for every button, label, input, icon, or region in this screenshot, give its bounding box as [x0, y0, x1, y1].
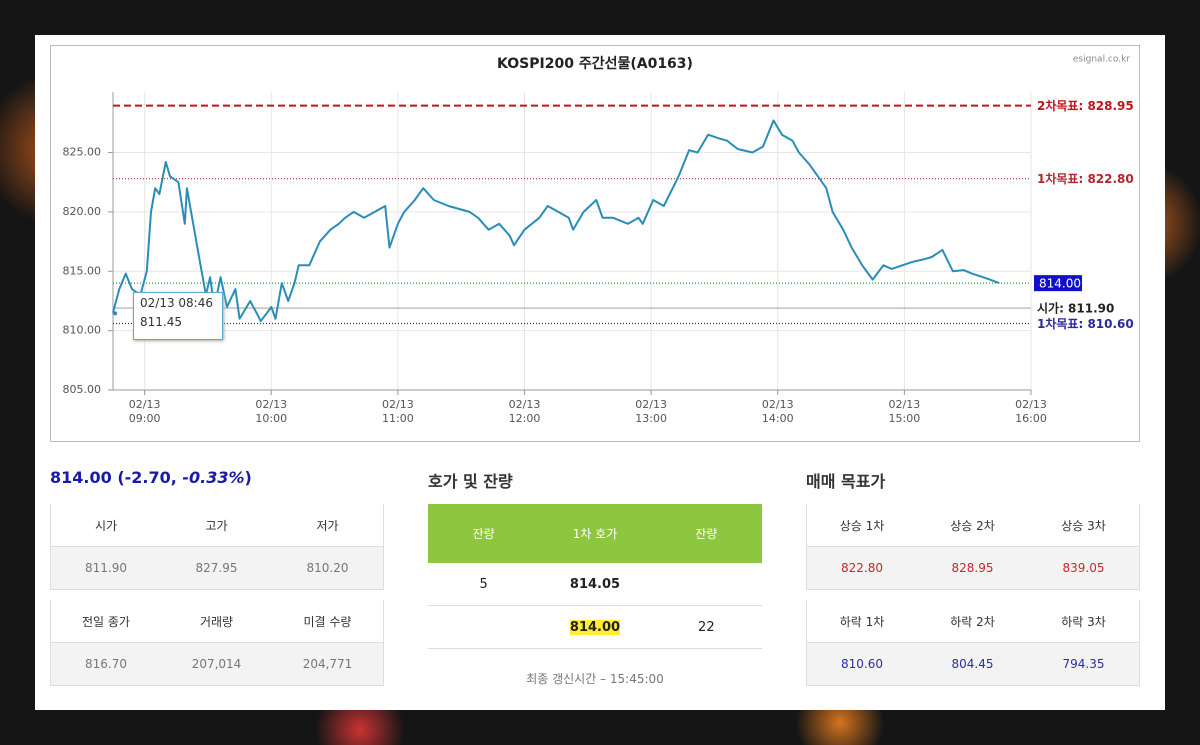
y-tick-label: 810.00 [63, 324, 102, 337]
update-time: 최종 갱신시간 – 15:45:00 [526, 672, 664, 686]
orderbook-cell: 814.05 [539, 563, 650, 606]
section-title: 매매 목표가 [806, 472, 886, 491]
panel [35, 35, 1165, 710]
site-label: esignal.co.kr [1073, 55, 1130, 65]
table-value: 828.95 [917, 547, 1029, 590]
table-header: 거래량 [161, 600, 273, 643]
x-tick-label: 02/13 11:00 [382, 398, 414, 425]
table-value: 822.80 [806, 547, 918, 590]
table-header: 고가 [161, 504, 273, 547]
orderbook-row [428, 606, 762, 649]
orderbook-cell: 5 [479, 577, 488, 592]
reference-label: 1차목표: 810.60 [1037, 316, 1134, 331]
x-tick-label: 02/13 10:00 [255, 398, 288, 425]
x-tick-label: 02/13 15:00 [888, 398, 921, 425]
table-value: 839.05 [1028, 547, 1140, 590]
y-tick-label: 825.00 [63, 146, 102, 159]
orderbook-cell: 814.00 [539, 606, 650, 649]
table-header: 미결 수량 [272, 600, 384, 643]
table-value: 811.90 [50, 547, 162, 590]
orderbook-cell [651, 563, 762, 606]
tooltip-value: 811.45 [140, 315, 182, 329]
table-value: 794.35 [1028, 643, 1140, 686]
y-tick-label: 805.00 [63, 383, 102, 396]
table-header: 저가 [272, 504, 384, 547]
quote: 814.00 (-2.70, -0.33%) [50, 468, 252, 487]
x-tick-label: 02/13 12:00 [508, 398, 541, 425]
table-header: 하락 2차 [917, 600, 1029, 643]
table-value: 204,771 [272, 643, 384, 686]
table-value: 810.60 [806, 643, 918, 686]
section-title: 호가 및 잔량 [428, 472, 513, 491]
orderbook-header-cell: 1차 호가 [572, 527, 618, 541]
table-header: 시가 [50, 504, 162, 547]
table-value: 816.70 [50, 643, 162, 686]
orderbook-row [428, 563, 762, 606]
table-value: 804.45 [917, 643, 1029, 686]
price-box [1034, 275, 1082, 292]
y-tick-label: 815.00 [63, 264, 102, 277]
reference-label: 1차목표: 822.80 [1037, 171, 1134, 186]
price: 814.05 [569, 577, 621, 592]
x-tick-label: 02/13 16:00 [1015, 398, 1047, 425]
table-header: 전일 종가 [50, 600, 162, 643]
tooltip-anchor [113, 311, 118, 316]
chart-frame [50, 45, 1140, 442]
orderbook-header-cell: 잔량 [472, 527, 495, 541]
tooltip [133, 292, 223, 340]
table-value: 810.20 [272, 547, 384, 590]
quote-pct: -0.33% [182, 468, 245, 487]
orderbook-cell [428, 606, 539, 649]
x-tick-label: 02/13 13:00 [635, 398, 667, 425]
reference-label: 시가: 811.90 [1037, 301, 1114, 316]
table-value: 827.95 [161, 547, 273, 590]
orderbook-header-cell: 잔량 [695, 527, 718, 541]
price-line [112, 119, 1000, 323]
quote-main: 814.00 (-2.70, [50, 468, 183, 487]
x-tick-label: 02/13 09:00 [128, 398, 161, 425]
chart-title: KOSPI200 주간선물(A0163) [497, 55, 693, 72]
table-header: 하락 1차 [806, 600, 918, 643]
table-header: 상승 1차 [806, 504, 918, 547]
x-tick-label: 02/13 14:00 [761, 398, 794, 425]
quote-close: ) [244, 468, 252, 487]
table-header: 상승 2차 [917, 504, 1029, 547]
reference-label: 814.00 [1039, 277, 1081, 291]
y-tick-label: 820.00 [63, 205, 102, 218]
table-header: 상승 3차 [1028, 504, 1140, 547]
table-header: 하락 3차 [1028, 600, 1140, 643]
reference-label: 2차목표: 828.95 [1037, 98, 1134, 113]
tooltip-time: 02/13 08:46 [140, 296, 213, 310]
orderbook-header [428, 504, 762, 563]
price: 814.00 [569, 620, 621, 635]
orderbook-cell: 22 [698, 620, 715, 635]
table-value: 207,014 [161, 643, 273, 686]
